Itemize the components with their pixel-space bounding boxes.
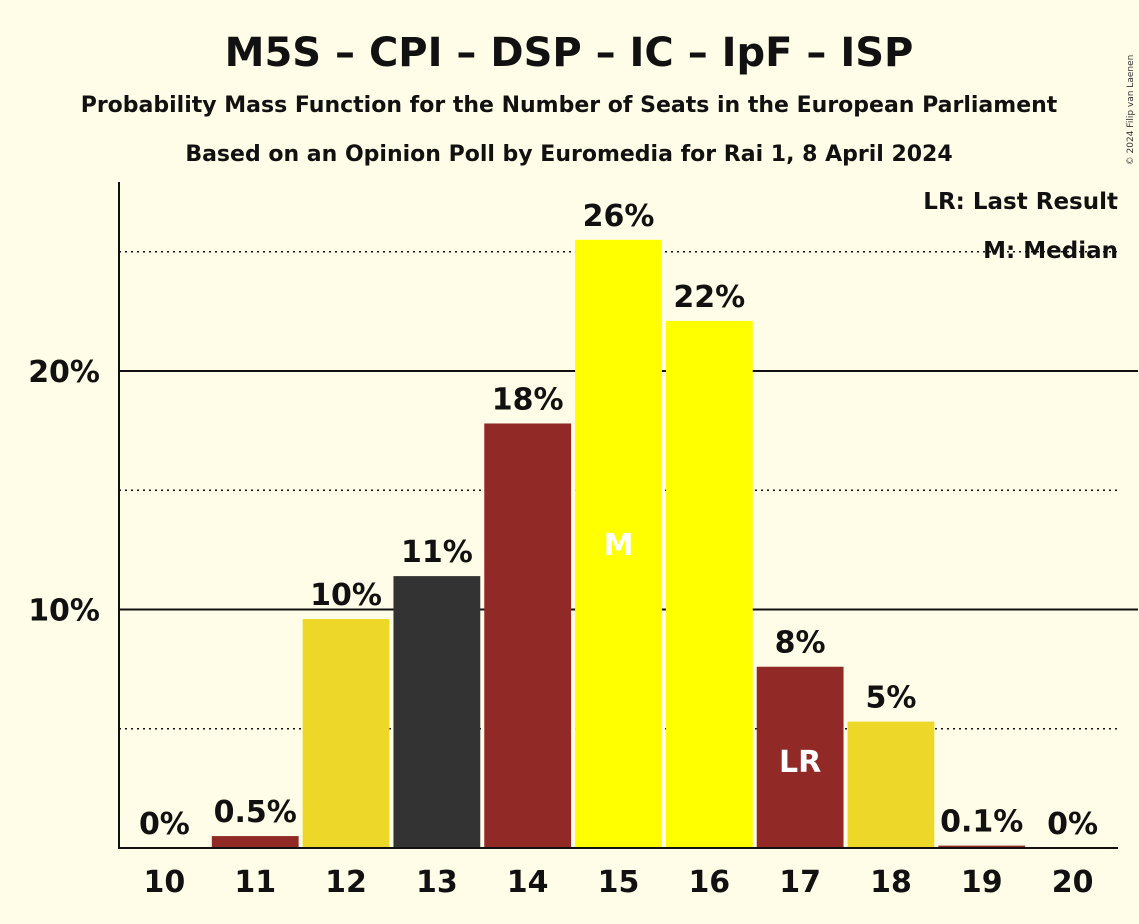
- bar-17: [756, 666, 844, 848]
- legend-median: M: Median: [983, 238, 1118, 264]
- data-label-19: 0.1%: [940, 805, 1023, 840]
- axes: 10% 20% 10 11 12 13 14 15 16 17 18 19 20: [28, 182, 1118, 900]
- bar-19: [938, 845, 1026, 848]
- data-label-11: 0.5%: [214, 795, 297, 830]
- bar-14: [484, 423, 572, 848]
- data-label-10: 0%: [139, 807, 190, 842]
- x-tick-label-18: 18: [870, 865, 912, 900]
- chart-title: M5S – CPI – DSP – IC – IpF – ISP: [225, 30, 914, 76]
- data-label-16: 22%: [673, 280, 745, 315]
- x-tick-label-20: 20: [1052, 865, 1094, 900]
- x-tick-label-15: 15: [598, 865, 640, 900]
- marker-lr: LR: [779, 745, 821, 780]
- chart-subtitle-source: Based on an Opinion Poll by Euromedia fo…: [185, 142, 952, 167]
- x-tick-label-16: 16: [688, 865, 730, 900]
- x-tick-label-12: 12: [325, 865, 367, 900]
- x-tick-label-19: 19: [961, 865, 1003, 900]
- y-tick-label: 10%: [28, 594, 100, 629]
- x-tick-label-14: 14: [507, 865, 549, 900]
- x-tick-label-11: 11: [234, 865, 276, 900]
- x-tick-label-10: 10: [144, 865, 186, 900]
- bar-11: [211, 836, 299, 848]
- bar-15: [575, 239, 662, 848]
- bar-12: [302, 619, 390, 848]
- bar-18: [847, 721, 935, 848]
- data-labels: 0% 0.5% 10% 11% 18% 26% M 22% 8% LR 5% 0.1% 0%: [139, 199, 1098, 842]
- x-tick-label-13: 13: [416, 865, 458, 900]
- data-label-15: 26%: [583, 199, 655, 234]
- marker-m: M: [604, 528, 634, 563]
- data-label-12: 10%: [310, 578, 382, 613]
- bars: [211, 239, 1026, 848]
- y-tick-label: 20%: [28, 355, 100, 390]
- copyright-credit: © 2024 Filip van Laenen: [1126, 55, 1136, 166]
- data-label-18: 5%: [865, 681, 916, 716]
- data-label-17: 8%: [775, 626, 826, 661]
- bar-16: [665, 320, 753, 848]
- data-label-20: 0%: [1047, 807, 1098, 842]
- data-label-13: 11%: [401, 535, 473, 570]
- bar-13: [393, 576, 481, 848]
- data-label-14: 18%: [492, 382, 564, 417]
- legend-last-result: LR: Last Result: [923, 189, 1118, 215]
- chart-subtitle: Probability Mass Function for the Number…: [81, 93, 1058, 118]
- x-tick-label-17: 17: [779, 865, 821, 900]
